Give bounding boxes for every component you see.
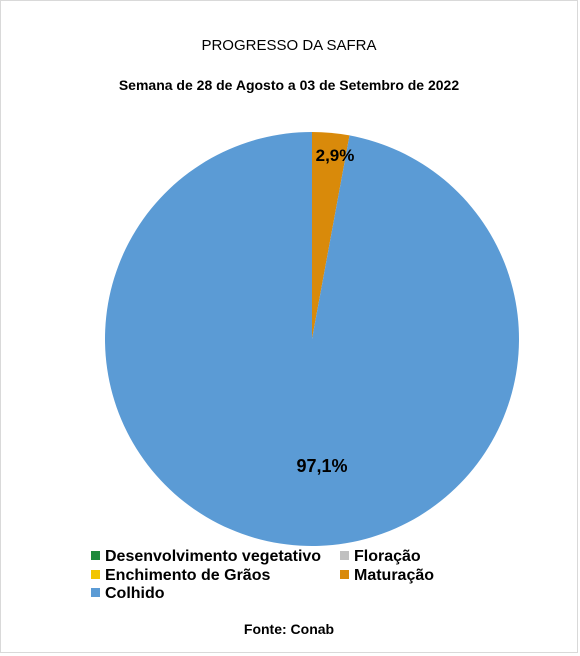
legend-swatch [91, 570, 100, 579]
pie-slice-colhido [104, 131, 519, 547]
legend-label: Enchimento de Grãos [105, 567, 271, 584]
legend-label: Colhido [105, 585, 165, 602]
legend-item-desenvolvimento-vegetativo: Desenvolvimento vegetativo [91, 548, 321, 566]
legend-swatch [91, 551, 100, 560]
legend-swatch [340, 570, 349, 579]
legend-item-maturacao: Maturação [340, 567, 434, 585]
legend-swatch [91, 588, 100, 597]
legend-item-colhido: Colhido [91, 585, 165, 603]
legend-swatch [340, 551, 349, 560]
pie-slice-matura-o [312, 132, 350, 339]
legend-item-enchimento-de-graos: Enchimento de Grãos [91, 567, 270, 585]
data-label-colhido: 97,1% [296, 456, 347, 476]
source-note: Fonte: Conab [243, 621, 335, 637]
data-label-matura-o: 2,9% [316, 146, 355, 165]
legend-label: Floração [354, 548, 421, 565]
legend-label: Desenvolvimento vegetativo [105, 548, 322, 565]
legend-item-floracao: Floração [340, 548, 421, 566]
chart-title: PROGRESSO DA SAFRA [201, 37, 377, 54]
chart-subtitle: Semana de 28 de Agosto a 03 de Setembro … [118, 77, 460, 93]
legend-label: Maturação [354, 567, 435, 584]
